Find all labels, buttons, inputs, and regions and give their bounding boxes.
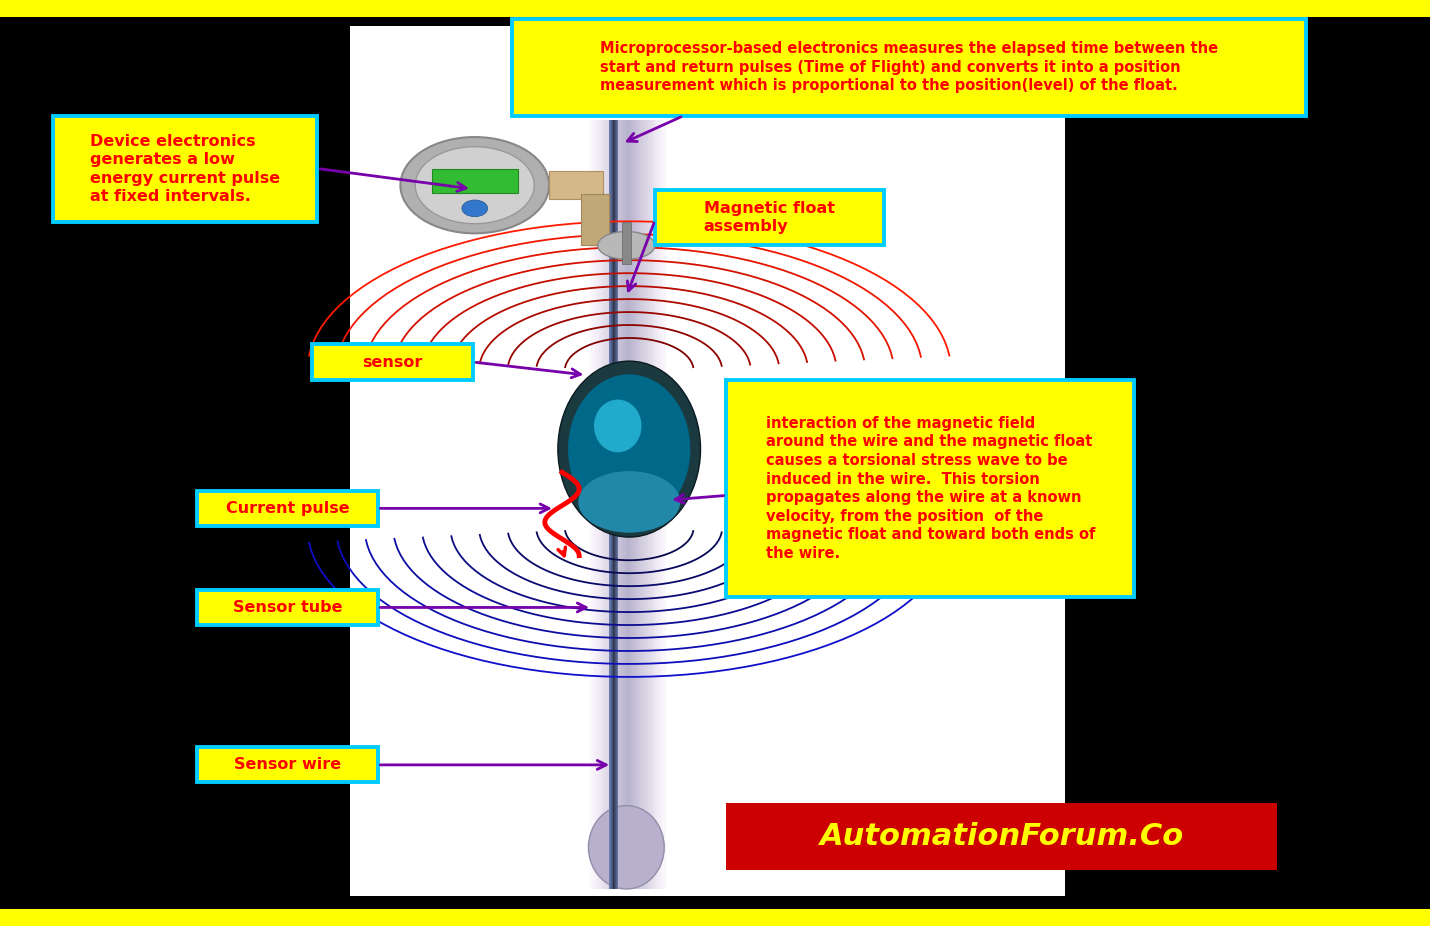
Bar [629,120,632,889]
Bar [432,169,518,193]
Bar [638,120,642,889]
FancyBboxPatch shape [512,19,1306,116]
Text: Magnetic float
assembly: Magnetic float assembly [704,201,835,234]
Bar [635,120,638,889]
Bar [589,120,592,889]
FancyBboxPatch shape [197,590,378,625]
Bar [642,120,645,889]
Bar [602,120,606,889]
Text: interaction of the magnetic field
around the wire and the magnetic float
causes : interaction of the magnetic field around… [765,416,1095,561]
Bar [648,120,651,889]
Bar [606,120,609,889]
Circle shape [400,137,549,233]
Text: Device electronics
generates a low
energy current pulse
at fixed intervals.: Device electronics generates a low energ… [90,133,280,205]
Bar [664,120,666,889]
FancyBboxPatch shape [312,344,473,380]
Bar [654,120,656,889]
Bar [659,120,662,889]
Bar [0,0,1430,17]
Text: Current pulse: Current pulse [226,501,349,516]
Bar [549,171,603,199]
Bar [599,120,602,889]
Bar [641,120,644,889]
Bar [601,120,603,889]
Bar [622,120,625,889]
Bar [581,194,609,245]
Ellipse shape [578,471,681,532]
FancyBboxPatch shape [197,747,378,782]
Bar [644,120,648,889]
Bar [632,120,636,889]
Circle shape [415,146,535,224]
Bar [605,120,608,889]
FancyBboxPatch shape [655,190,884,245]
Text: AutomationForum.Co: AutomationForum.Co [819,822,1184,851]
Bar [593,120,596,889]
Bar [625,120,629,889]
Ellipse shape [598,232,655,259]
Bar [655,120,659,889]
Ellipse shape [558,361,701,537]
Circle shape [462,200,488,217]
Bar [652,120,655,889]
Bar [631,120,633,889]
Bar [596,120,601,889]
Bar [726,803,1277,870]
Bar [649,120,654,889]
Bar [591,120,595,889]
Bar [658,120,661,889]
Bar [613,120,618,889]
Bar [619,120,623,889]
Bar [595,120,598,889]
Ellipse shape [589,806,664,889]
Text: sensor: sensor [362,355,423,369]
Ellipse shape [593,399,642,452]
Text: Sensor tube: Sensor tube [233,600,342,615]
Bar [618,120,621,889]
Bar [616,120,619,889]
Text: Sensor wire: Sensor wire [235,757,340,772]
Bar [0,909,1430,926]
Bar [611,120,613,889]
Bar [350,26,1065,896]
Ellipse shape [568,374,691,524]
FancyBboxPatch shape [197,491,378,526]
FancyBboxPatch shape [53,116,317,222]
Bar [608,120,612,889]
Bar [646,120,649,889]
Bar [612,120,615,889]
Bar [661,120,665,889]
FancyBboxPatch shape [726,380,1134,597]
Bar [626,120,631,889]
Bar [636,120,639,889]
Text: Microprocessor-based electronics measures the elapsed time between the
start and: Microprocessor-based electronics measure… [599,41,1218,94]
Bar [623,120,626,889]
Bar [622,222,631,264]
